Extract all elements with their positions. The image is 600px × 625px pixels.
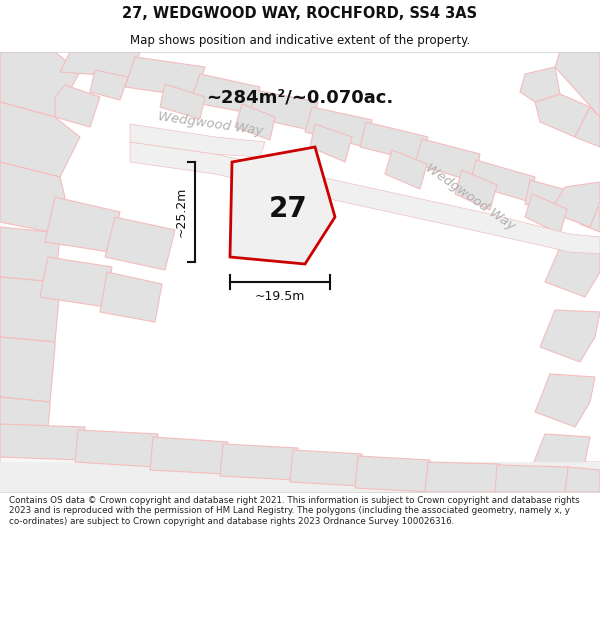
Polygon shape	[0, 162, 65, 232]
Polygon shape	[497, 472, 600, 492]
Polygon shape	[100, 272, 162, 322]
Polygon shape	[520, 67, 560, 102]
Polygon shape	[0, 397, 50, 457]
Polygon shape	[170, 462, 255, 492]
Polygon shape	[495, 465, 570, 492]
Polygon shape	[235, 104, 275, 140]
Polygon shape	[580, 202, 600, 232]
Polygon shape	[0, 52, 80, 117]
Polygon shape	[55, 85, 100, 127]
Polygon shape	[60, 52, 140, 77]
Polygon shape	[0, 227, 60, 282]
Polygon shape	[328, 467, 420, 492]
Polygon shape	[385, 150, 427, 189]
Polygon shape	[105, 217, 175, 270]
Polygon shape	[535, 94, 590, 137]
Polygon shape	[360, 122, 428, 162]
Text: Map shows position and indicative extent of the property.: Map shows position and indicative extent…	[130, 34, 470, 47]
Polygon shape	[555, 52, 600, 117]
Polygon shape	[250, 90, 318, 130]
Polygon shape	[425, 462, 500, 492]
Polygon shape	[310, 124, 352, 162]
Polygon shape	[190, 74, 260, 114]
Polygon shape	[0, 452, 45, 492]
Polygon shape	[545, 247, 600, 297]
Polygon shape	[470, 160, 535, 202]
Polygon shape	[0, 462, 600, 492]
Polygon shape	[0, 102, 80, 177]
Polygon shape	[150, 437, 228, 474]
Polygon shape	[0, 277, 60, 342]
Polygon shape	[0, 424, 85, 460]
Polygon shape	[220, 444, 298, 480]
Polygon shape	[530, 434, 590, 487]
Polygon shape	[125, 57, 205, 97]
Polygon shape	[570, 462, 600, 492]
Polygon shape	[160, 84, 205, 119]
Text: 27, WEDGWOOD WAY, ROCHFORD, SS4 3AS: 27, WEDGWOOD WAY, ROCHFORD, SS4 3AS	[122, 6, 478, 21]
Polygon shape	[575, 107, 600, 147]
Polygon shape	[0, 452, 90, 492]
Polygon shape	[290, 450, 362, 486]
Text: 27: 27	[269, 196, 308, 223]
Polygon shape	[415, 139, 480, 182]
Polygon shape	[230, 147, 335, 264]
Text: ~284m²/~0.070ac.: ~284m²/~0.070ac.	[206, 88, 394, 106]
Text: Wedgwood Way: Wedgwood Way	[423, 161, 517, 232]
Polygon shape	[525, 180, 592, 222]
Polygon shape	[90, 70, 128, 100]
Polygon shape	[75, 430, 158, 467]
Polygon shape	[45, 197, 120, 252]
Polygon shape	[535, 374, 595, 427]
Polygon shape	[412, 470, 505, 492]
Polygon shape	[40, 257, 112, 307]
Polygon shape	[85, 457, 175, 492]
Polygon shape	[130, 142, 600, 254]
Text: ~25.2m: ~25.2m	[175, 187, 187, 238]
Polygon shape	[355, 456, 430, 492]
Polygon shape	[0, 452, 90, 492]
Polygon shape	[565, 467, 600, 492]
Text: Wedgwood Way: Wedgwood Way	[157, 110, 263, 138]
Polygon shape	[305, 107, 372, 147]
Polygon shape	[250, 464, 335, 492]
Polygon shape	[455, 170, 497, 210]
Text: ~19.5m: ~19.5m	[255, 291, 305, 304]
Polygon shape	[0, 337, 55, 402]
Text: Contains OS data © Crown copyright and database right 2021. This information is : Contains OS data © Crown copyright and d…	[9, 496, 580, 526]
Polygon shape	[130, 124, 265, 157]
Polygon shape	[525, 194, 567, 234]
Polygon shape	[550, 182, 600, 227]
Polygon shape	[540, 310, 600, 362]
